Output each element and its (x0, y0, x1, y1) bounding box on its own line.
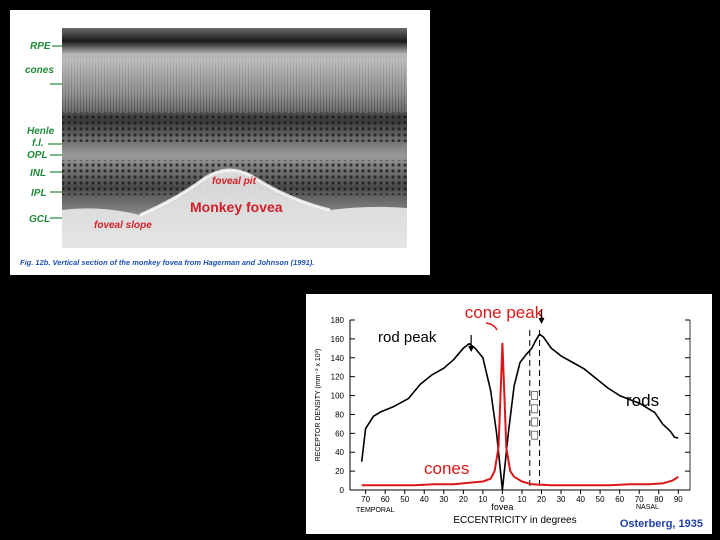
fovea-label: fovea (491, 502, 513, 512)
figure-caption: Fig. 12b. Vertical section of the monkey… (20, 258, 314, 267)
x-tick-label: 50 (400, 495, 409, 504)
x-tick-label: 80 (654, 495, 663, 504)
y-tick-label: 20 (335, 467, 344, 476)
label-gcl: GCL (29, 214, 50, 225)
label-inl: INL (30, 168, 46, 179)
rod-peak-arrowhead-right (538, 318, 545, 324)
y-tick-label: 80 (335, 410, 344, 419)
retina-section-image (62, 28, 407, 248)
cone-peak-label: cone peak (465, 303, 544, 322)
x-tick-label: 0 (500, 495, 505, 504)
cone-peak-arrow (485, 322, 498, 331)
x-tick-label: 30 (439, 495, 448, 504)
cones-label: cones (424, 459, 469, 478)
blind-spot-marker (531, 404, 539, 414)
monkey-fovea-label: Monkey fovea (190, 199, 283, 215)
rods-label: rods (626, 391, 659, 410)
layer-label-arrows (48, 45, 62, 219)
blind-spot-marker (531, 430, 539, 440)
histology-figure: RPE cones Henle f.l. OPL INL IPL GCL fov… (10, 10, 430, 275)
series-line-cones (361, 342, 679, 487)
x-tick-label: 70 (361, 495, 370, 504)
x-tick-label: 50 (596, 495, 605, 504)
label-ipl: IPL (31, 188, 47, 199)
label-rpe: RPE (30, 41, 51, 52)
x-tick-label: 30 (557, 495, 566, 504)
chart-panel (306, 294, 712, 534)
source-label: Osterberg, 1935 (620, 518, 703, 530)
x-tick-label: 20 (459, 495, 468, 504)
y-tick-label: 180 (331, 316, 345, 325)
series-line-rods (360, 333, 679, 491)
x-tick-label: 70 (635, 495, 644, 504)
foveal-pit-label: foveal pit (212, 176, 257, 187)
label-opl: OPL (27, 150, 48, 161)
rod-peak-label: rod peak (378, 329, 437, 346)
label-henle: Henle (27, 126, 55, 137)
chart-annotations: cone peak rod peak rods cones (378, 303, 659, 478)
x-tick-label: 20 (537, 495, 546, 504)
foveal-slope-label: foveal slope (94, 220, 152, 231)
y-tick-label: 100 (331, 392, 345, 401)
rod-peak-arrowhead-left (468, 346, 475, 352)
y-axis-label: RECEPTOR DENSITY (mm⁻² x 10³) (315, 349, 322, 462)
y-tick-label: 160 (331, 335, 345, 344)
x-axis-label: ECCENTRICITY in degrees (453, 515, 576, 526)
y-tick-label: 40 (335, 448, 344, 457)
y-tick-label: 60 (335, 429, 344, 438)
blind-spot-marker (531, 417, 539, 427)
blind-spot-marker (531, 391, 539, 400)
label-cones: cones (25, 65, 54, 76)
y-tick-label: 140 (331, 354, 345, 363)
layer-labels: RPE cones Henle f.l. OPL INL IPL GCL (25, 41, 55, 225)
x-tick-label: 90 (674, 495, 683, 504)
x-tick-label: 60 (615, 495, 624, 504)
x-tick-label: 10 (518, 495, 527, 504)
y-tick-label: 0 (340, 486, 345, 495)
x-tick-label: 60 (381, 495, 390, 504)
x-tick-label: 40 (576, 495, 585, 504)
x-tick-label: 40 (420, 495, 429, 504)
x-tick-label: 10 (478, 495, 487, 504)
label-fl: f.l. (32, 138, 44, 149)
y-tick-label: 120 (331, 373, 345, 382)
nasal-label: NASAL (636, 504, 659, 511)
temporal-label: TEMPORAL (356, 507, 395, 514)
